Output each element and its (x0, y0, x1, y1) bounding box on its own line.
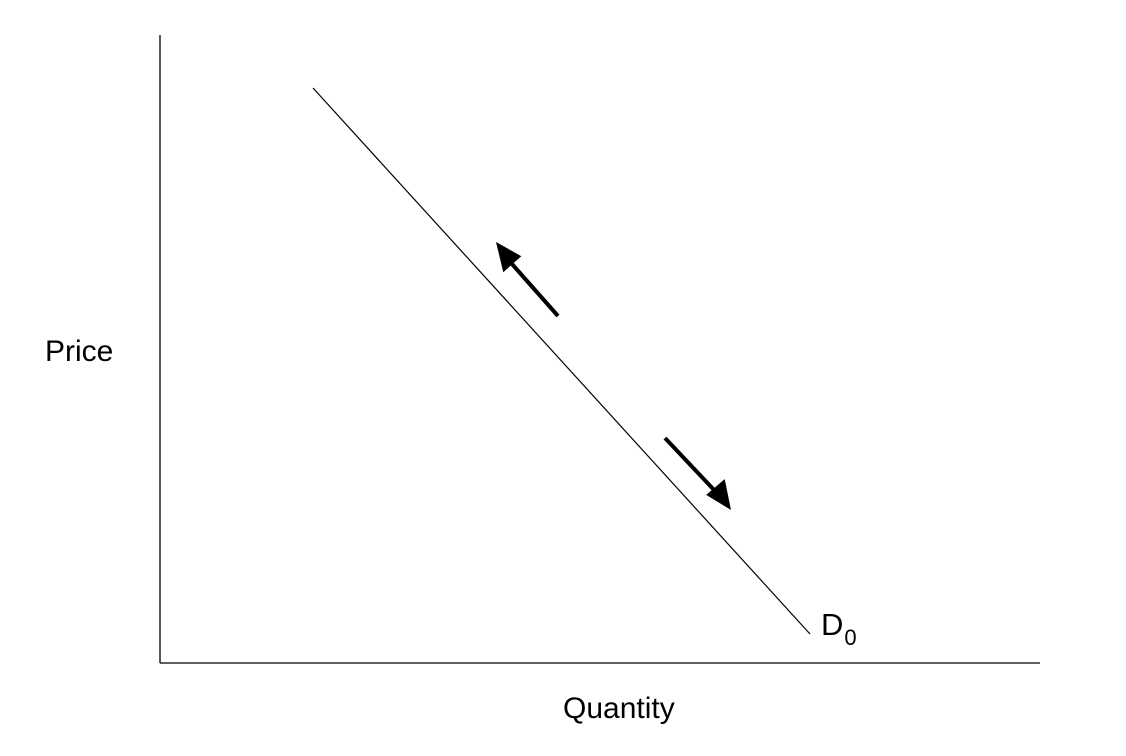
movement-arrow-up-left-icon (496, 242, 560, 318)
movement-arrow-down-right-icon (663, 436, 731, 510)
y-axis-label: Price (45, 335, 113, 368)
x-axis-label: Quantity (563, 692, 675, 725)
demand-curve (312, 87, 811, 635)
demand-curve-label: D0 (821, 607, 857, 650)
demand-curve-label-main: D (821, 607, 843, 642)
demand-curve-label-subscript: 0 (844, 625, 856, 650)
